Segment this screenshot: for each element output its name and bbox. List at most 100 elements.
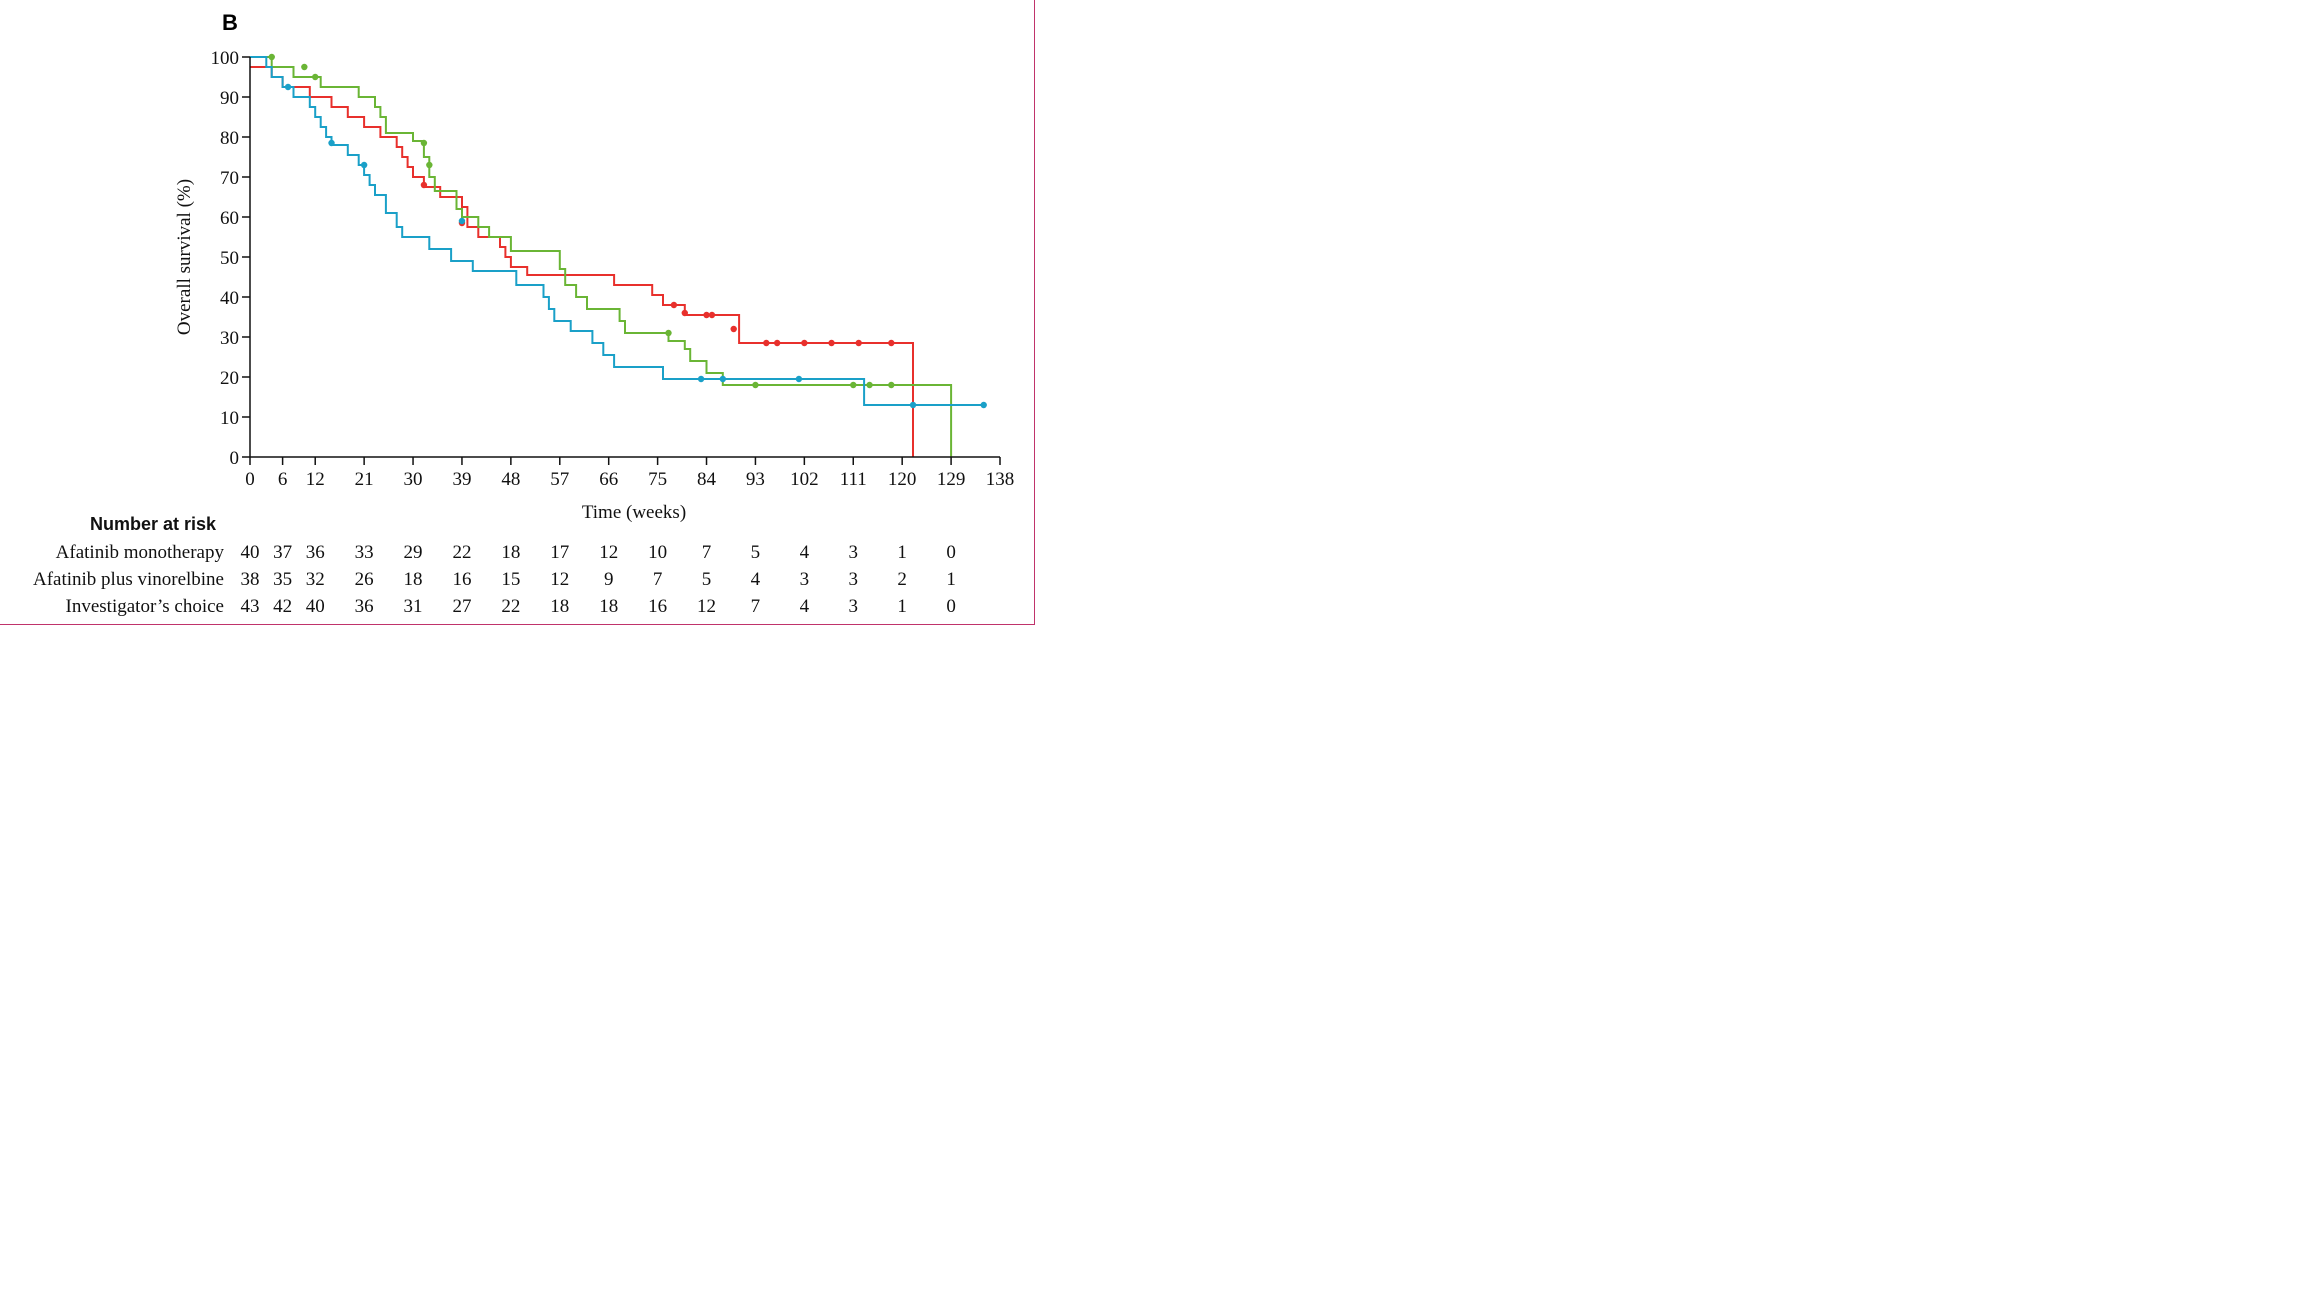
x-tick-label: 120	[888, 469, 917, 490]
censor-mark	[888, 381, 895, 389]
y-tick-label: 40	[220, 288, 239, 309]
risk-count: 36	[355, 596, 374, 617]
censor-mark	[697, 375, 705, 383]
risk-count: 33	[355, 542, 374, 563]
censor-mark	[312, 73, 319, 81]
risk-count: 22	[452, 542, 471, 563]
risk-count: 36	[306, 542, 325, 563]
risk-count: 43	[241, 596, 260, 617]
risk-row-label: Afatinib plus vinorelbine	[33, 569, 224, 590]
risk-count: 40	[241, 542, 260, 563]
risk-count: 18	[599, 596, 618, 617]
risk-count: 16	[648, 596, 667, 617]
risk-count: 17	[550, 542, 569, 563]
risk-count: 7	[653, 569, 663, 590]
y-tick-label: 60	[220, 208, 239, 229]
censor-mark	[888, 339, 895, 347]
x-tick-label: 102	[790, 469, 819, 490]
y-tick-label: 0	[230, 448, 240, 469]
censor-mark	[719, 375, 727, 383]
figure-panel: B 0 10 20 30 40 50 60 70 80 90 100 0 6 12 21 30 39 48 57 66…	[0, 0, 1035, 625]
censor-mark	[703, 311, 710, 319]
y-tick-label: 80	[220, 128, 239, 149]
risk-count: 12	[599, 542, 618, 563]
risk-count: 2	[897, 569, 907, 590]
risk-table: Number at risk Afatinib monotherapy 40 37 3…	[33, 514, 956, 617]
censor-mark	[420, 139, 428, 147]
censor-mark	[458, 217, 466, 225]
risk-count: 40	[306, 596, 325, 617]
censor-mark	[681, 309, 688, 317]
x-tick-label: 21	[355, 469, 374, 490]
x-tick-label: 111	[840, 469, 867, 490]
risk-count: 9	[604, 569, 614, 590]
risk-count: 12	[550, 569, 569, 590]
risk-count: 1	[897, 596, 907, 617]
series-layer	[250, 53, 987, 457]
x-tick-label: 12	[306, 469, 325, 490]
risk-count: 18	[550, 596, 569, 617]
risk-count: 3	[849, 542, 859, 563]
risk-count: 4	[800, 542, 810, 563]
censor-mark	[980, 401, 987, 409]
censor-mark	[828, 339, 835, 347]
y-tick-label: 10	[220, 408, 239, 429]
risk-count: 31	[404, 596, 423, 617]
censor-mark	[866, 381, 873, 389]
risk-count: 3	[849, 596, 859, 617]
y-tick-label: 20	[220, 368, 239, 389]
censor-mark	[795, 375, 803, 383]
censor-mark	[708, 311, 716, 319]
series-line-2	[250, 56, 953, 457]
censor-mark	[328, 139, 335, 147]
risk-table-title: Number at risk	[90, 514, 217, 534]
risk-count: 5	[702, 569, 712, 590]
risk-count: 32	[306, 569, 325, 590]
x-tick-label: 66	[599, 469, 618, 490]
series-line-1	[250, 66, 914, 457]
x-tick-label: 6	[278, 469, 288, 490]
risk-count: 26	[355, 569, 374, 590]
x-tick-label: 39	[452, 469, 471, 490]
censor-mark	[850, 381, 857, 389]
axes-layer: 0 10 20 30 40 50 60 70 80 90 100 0 6 12 21 30 39 48 57 66 75…	[211, 48, 1015, 490]
y-tick-label: 70	[220, 168, 239, 189]
risk-count: 16	[452, 569, 471, 590]
x-tick-label: 93	[746, 469, 765, 490]
censor-mark	[730, 325, 737, 333]
risk-count: 10	[648, 542, 667, 563]
x-tick-label: 0	[245, 469, 255, 490]
x-tick-label: 129	[937, 469, 966, 490]
x-tick-label: 138	[986, 469, 1015, 490]
censor-mark	[670, 301, 678, 309]
risk-count: 29	[404, 542, 423, 563]
risk-count: 37	[273, 542, 292, 563]
risk-row-label: Investigator’s choice	[66, 596, 224, 617]
censor-mark	[426, 161, 433, 169]
x-tick-label: 30	[404, 469, 423, 490]
risk-count: 35	[273, 569, 292, 590]
risk-count: 18	[404, 569, 423, 590]
x-tick-label: 48	[501, 469, 520, 490]
censor-mark	[752, 381, 759, 389]
censor-mark	[284, 83, 292, 91]
y-tick-label: 100	[211, 48, 240, 69]
risk-count: 1	[946, 569, 956, 590]
y-tick-label: 90	[220, 88, 239, 109]
x-tick-label: 57	[550, 469, 569, 490]
censor-mark	[420, 181, 428, 189]
censor-mark	[801, 339, 808, 347]
risk-count: 42	[273, 596, 292, 617]
risk-count: 7	[702, 542, 712, 563]
risk-count: 4	[800, 596, 810, 617]
risk-count: 12	[697, 596, 716, 617]
y-tick-label: 50	[220, 248, 239, 269]
risk-count: 3	[800, 569, 810, 590]
y-tick-label: 30	[220, 328, 239, 349]
risk-count: 15	[501, 569, 520, 590]
x-tick-label: 84	[697, 469, 717, 490]
x-axis-label: Time (weeks)	[582, 502, 686, 523]
censor-mark	[773, 339, 781, 347]
risk-count: 38	[241, 569, 260, 590]
